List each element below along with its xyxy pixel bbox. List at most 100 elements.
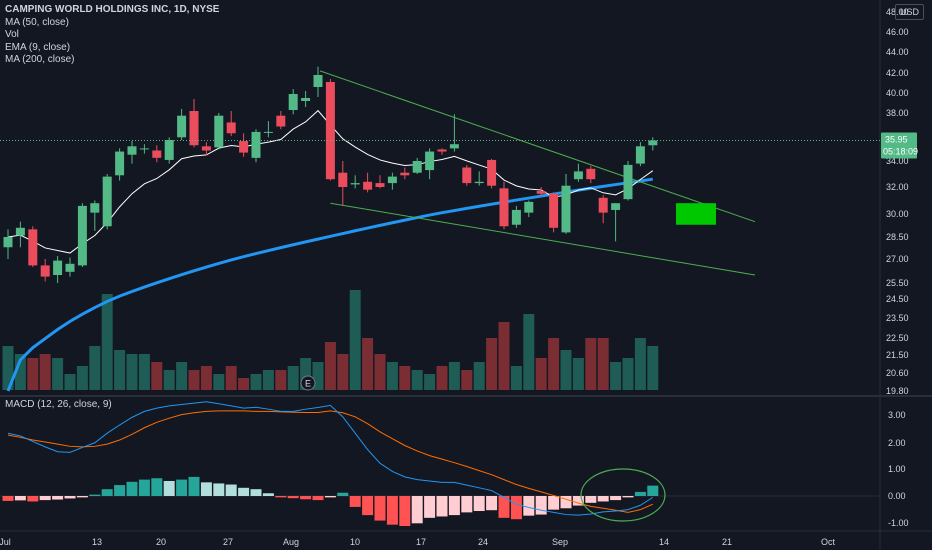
- lower-trendline: [330, 202, 756, 276]
- volume-bar: [163, 370, 175, 390]
- candle-body: [214, 115, 224, 148]
- last-price-tag: [881, 132, 917, 159]
- macd-histogram-bar: [634, 491, 646, 496]
- volume-bar: [386, 362, 398, 390]
- volume-bar: [374, 354, 386, 390]
- macd-tick-label: 1.00: [888, 464, 906, 474]
- macd-histogram-bar: [151, 478, 163, 496]
- candle-body: [251, 131, 261, 158]
- volume-bar: [622, 358, 634, 390]
- macd-histogram-bar: [572, 496, 584, 506]
- volume-bar: [188, 370, 200, 390]
- volume-bar: [312, 362, 324, 390]
- candle-body: [561, 185, 571, 233]
- macd-histogram-bar: [138, 479, 150, 496]
- volume-bar: [225, 366, 237, 390]
- candle-body: [648, 140, 658, 146]
- macd-histogram-bar: [114, 485, 126, 496]
- macd-legend[interactable]: MACD (12, 26, close, 9): [5, 399, 112, 410]
- macd-histogram-bar: [585, 496, 597, 503]
- price-tick-label: 46.00: [886, 27, 909, 37]
- price-tick-label: 23.50: [886, 313, 909, 323]
- candle-body: [524, 201, 534, 213]
- symbol-title[interactable]: CAMPING WORLD HOLDINGS INC, 1D, NYSE: [5, 4, 220, 15]
- macd-histogram-bar: [473, 496, 485, 512]
- candle-body: [400, 172, 410, 176]
- macd-histogram-bar: [362, 496, 374, 516]
- candle-body: [536, 191, 546, 194]
- volume-bar: [399, 366, 411, 390]
- ema9-legend[interactable]: EMA (9, close): [5, 41, 71, 53]
- volume-legend[interactable]: Vol: [5, 29, 19, 40]
- macd-histogram-bar: [523, 496, 535, 516]
- macd-histogram-bar: [399, 496, 411, 527]
- candle-body: [412, 161, 422, 173]
- macd-histogram-bar: [349, 496, 361, 507]
- candle-body: [115, 151, 125, 176]
- macd-histogram-bar: [89, 494, 101, 496]
- volume-bar: [126, 354, 138, 390]
- candle-body: [573, 171, 583, 180]
- price-tick-label: 21.50: [886, 350, 909, 360]
- macd-histogram-bar: [324, 496, 336, 498]
- upper-trendline: [319, 70, 756, 223]
- volume-bar: [176, 362, 188, 390]
- macd-tick-label: 2.00: [888, 438, 906, 448]
- macd-histogram-bar: [535, 496, 547, 515]
- volume-bar: [498, 322, 510, 390]
- macd-histogram-bar: [312, 496, 324, 501]
- macd-line: [7, 401, 654, 516]
- volume-bar: [647, 346, 659, 390]
- macd-histogram-bar: [250, 489, 262, 496]
- volume-bar: [287, 366, 299, 390]
- volume-bar: [535, 358, 547, 390]
- macd-tick-label: 3.00: [888, 410, 906, 420]
- macd-histogram-bar: [424, 496, 436, 518]
- candle-body: [90, 203, 100, 213]
- volume-bar: [213, 374, 225, 390]
- countdown-label: 05:18:09: [883, 147, 918, 157]
- macd-histogram-bar: [76, 496, 88, 498]
- candle-body: [127, 146, 137, 155]
- candle-body: [623, 164, 633, 200]
- earnings-marker[interactable]: E: [300, 375, 316, 391]
- price-tick-label: 27.00: [886, 254, 909, 264]
- candle-body: [611, 203, 621, 210]
- candle-body: [77, 205, 87, 266]
- price-tick-label: 42.00: [886, 68, 909, 78]
- macd-histogram-bar: [287, 496, 299, 499]
- volume-bar: [52, 358, 64, 390]
- volume-bar: [349, 290, 361, 390]
- macd-histogram-bar: [386, 496, 398, 525]
- volume-bar: [461, 370, 473, 390]
- candle-body: [65, 263, 75, 272]
- volume-bar: [510, 366, 522, 390]
- candle-body: [139, 148, 149, 150]
- candle-body: [177, 115, 187, 138]
- volume-bar: [473, 362, 485, 390]
- candle-body: [325, 82, 335, 180]
- price-tick-label: 24.50: [886, 294, 909, 304]
- candle-body: [598, 197, 608, 213]
- last-price-label: 35.95: [885, 135, 908, 145]
- candle-body: [189, 111, 199, 146]
- volume-bar: [151, 362, 163, 390]
- macd-histogram-bar: [27, 496, 39, 502]
- ma200-legend[interactable]: MA (200, close): [5, 54, 75, 65]
- time-tick-label: Oct: [821, 537, 836, 547]
- price-tick-label: 30.00: [886, 209, 909, 219]
- volume-bar: [14, 354, 26, 390]
- ma50-legend[interactable]: MA (50, close): [5, 16, 69, 28]
- candle-body: [474, 181, 484, 184]
- volume-bar: [250, 374, 262, 390]
- volume-bar: [275, 370, 287, 390]
- candle-body: [3, 237, 13, 248]
- macd-histogram-bar: [64, 496, 76, 499]
- volume-bar: [238, 378, 250, 390]
- volume-bar: [300, 358, 312, 390]
- candle-body: [152, 150, 162, 158]
- candle-body: [288, 94, 298, 110]
- macd-histogram-bar: [647, 485, 659, 496]
- currency-label[interactable]: USD: [894, 4, 924, 20]
- macd-histogram-bar: [52, 496, 64, 500]
